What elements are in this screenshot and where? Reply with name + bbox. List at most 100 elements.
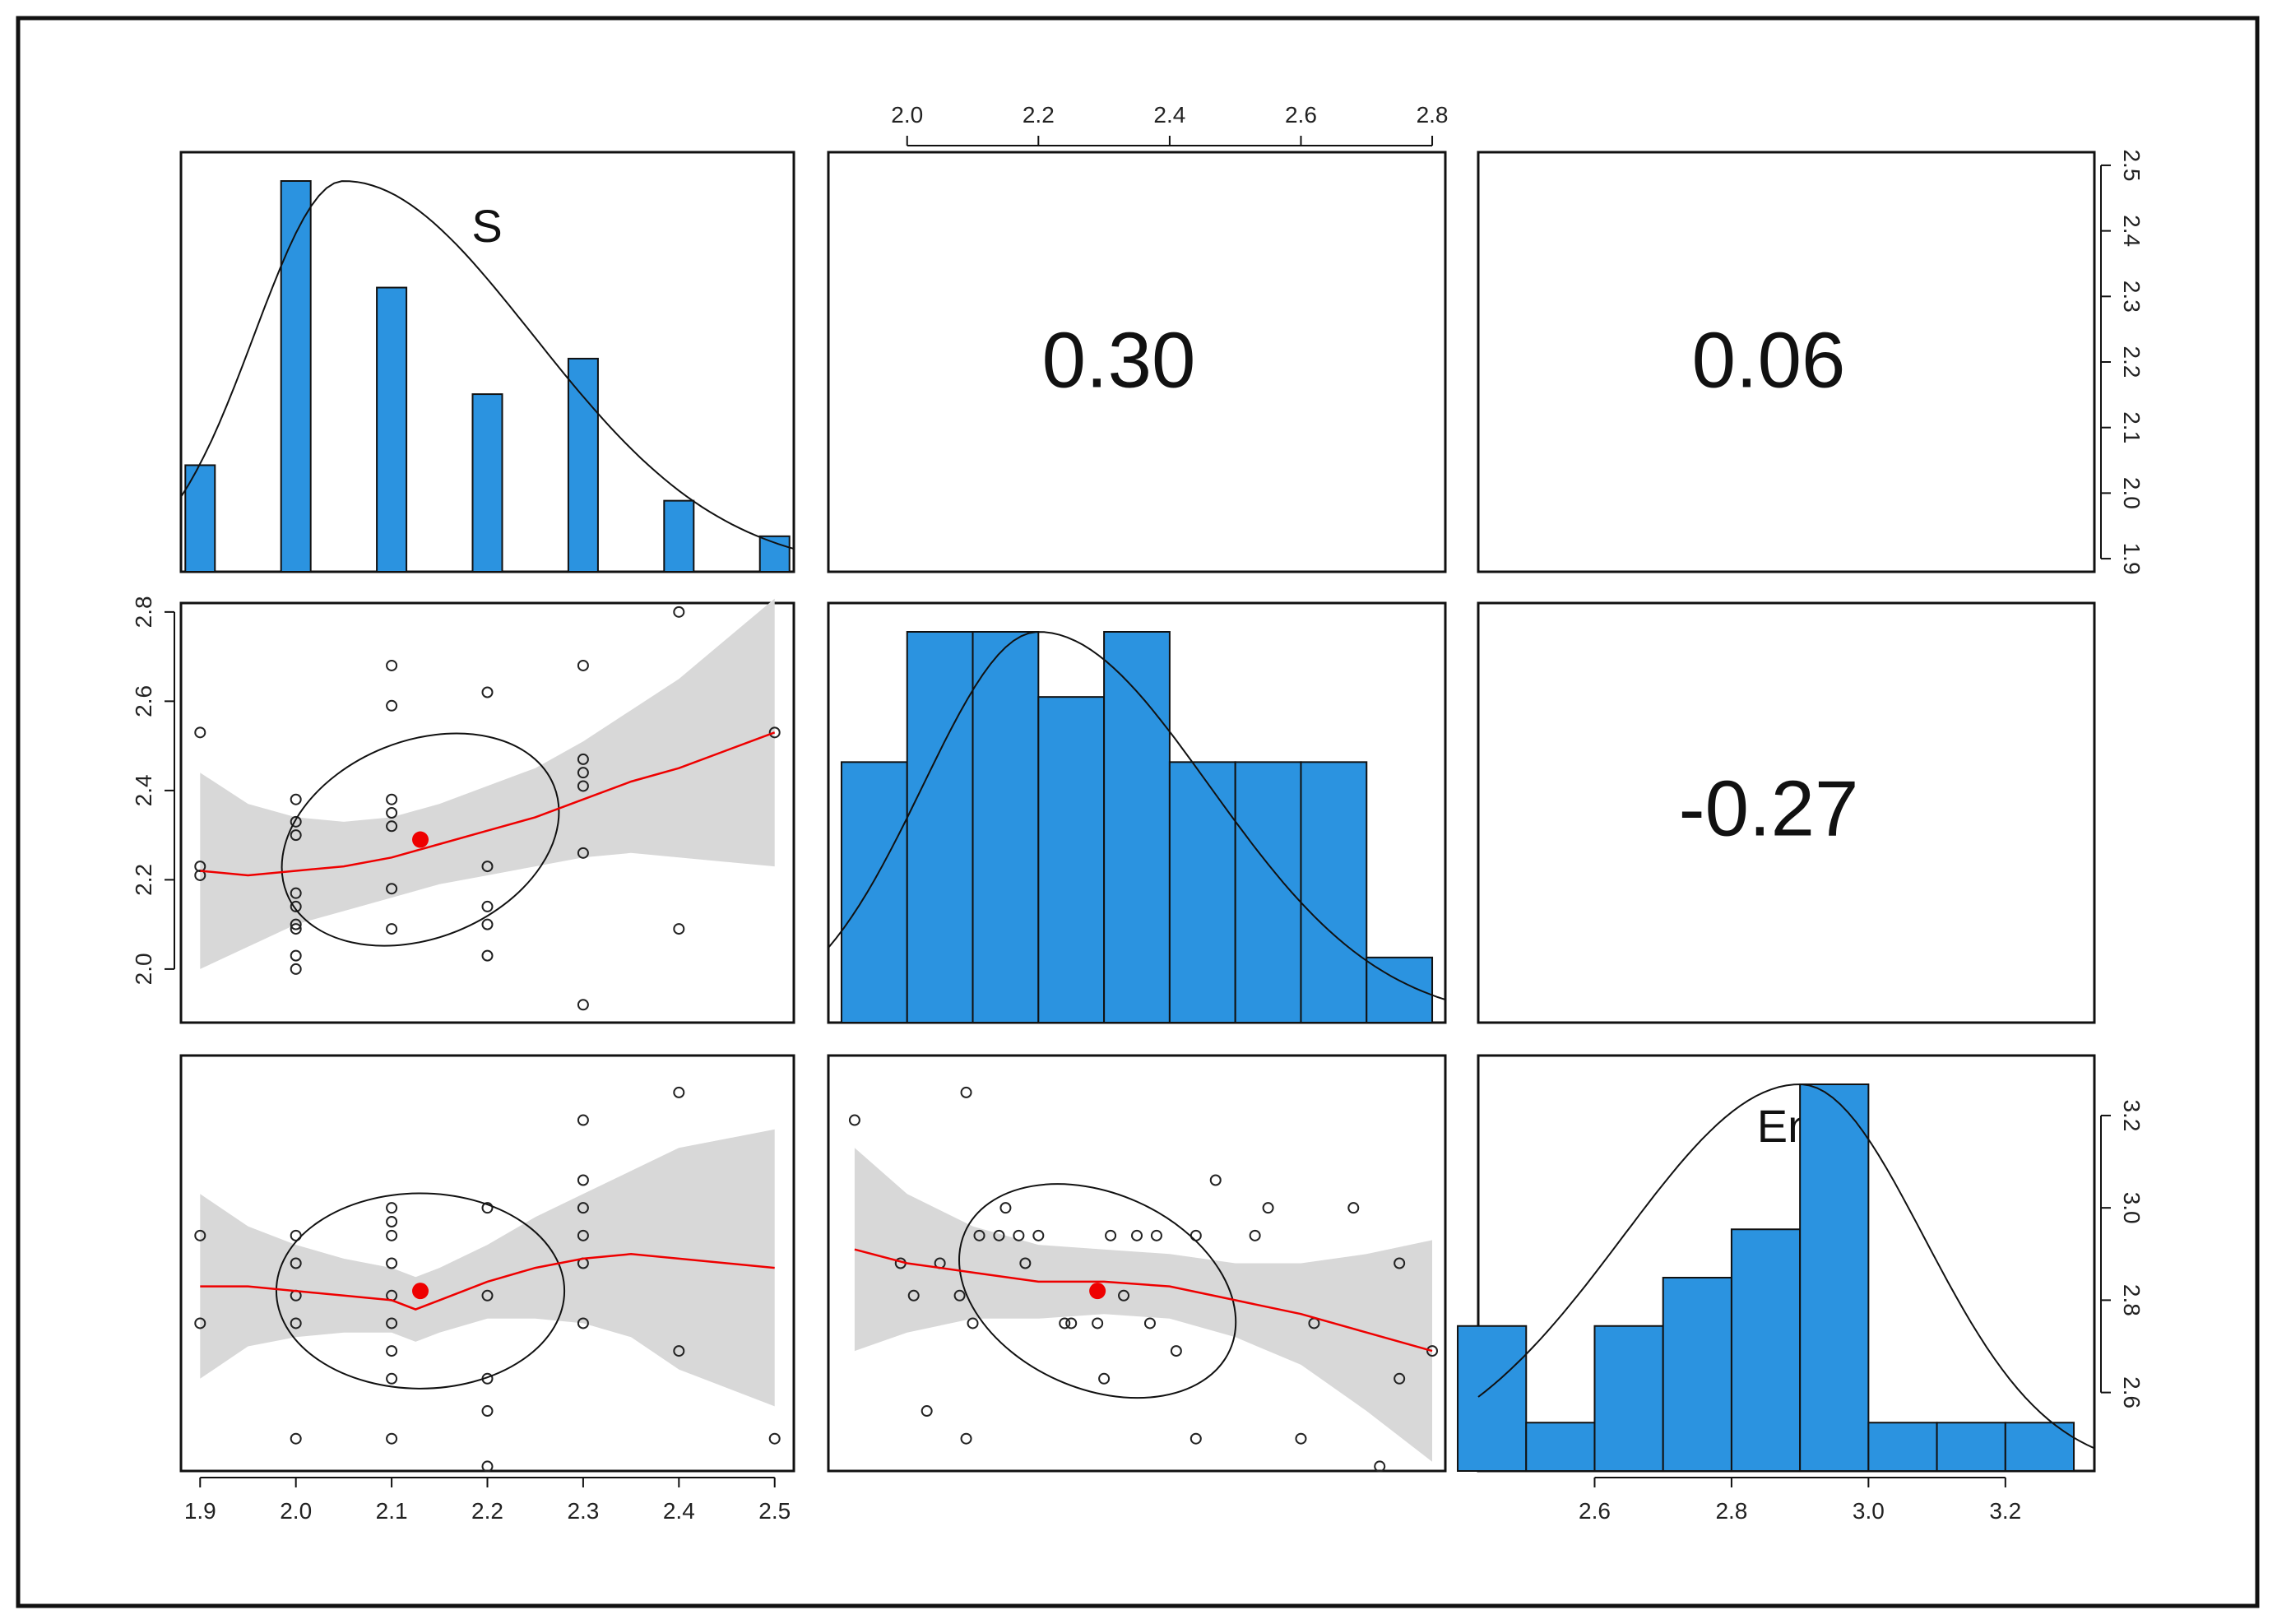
y-tick-label-left-ec: 2.6 xyxy=(131,685,156,717)
scatter-point xyxy=(577,999,589,1011)
x-tick-label-top-ec: 2.2 xyxy=(1023,102,1055,128)
scatter-point xyxy=(921,1405,933,1418)
var-label-s: S xyxy=(471,200,502,252)
panel-1-2 xyxy=(1477,601,2096,1024)
mean-point xyxy=(1089,1283,1106,1300)
scatter-point xyxy=(673,1345,685,1357)
scatter-point xyxy=(973,1229,985,1241)
hist-bar-s xyxy=(280,180,312,573)
y-tick-label-left-ec: 2.2 xyxy=(131,864,156,896)
mean-point xyxy=(412,831,429,848)
scatter-point xyxy=(290,1317,302,1329)
scatter-point xyxy=(386,1432,398,1445)
x-tick-label-s: 2.3 xyxy=(567,1498,599,1524)
hist-bar-s xyxy=(471,393,503,573)
scatter-point xyxy=(386,1202,398,1214)
hist-bar-ec xyxy=(1103,631,1171,1023)
scatter-point xyxy=(1249,1229,1261,1241)
hist-bar-ec xyxy=(1168,761,1236,1023)
density-curve-s xyxy=(180,180,795,550)
scatter-point xyxy=(290,1257,302,1269)
confidence-band xyxy=(854,1148,1432,1462)
hist-bar-ec xyxy=(906,631,974,1023)
scatter-point xyxy=(386,659,398,671)
hist-bar-ec xyxy=(972,631,1040,1023)
x-tick-label-en: 2.6 xyxy=(1579,1498,1611,1524)
scatter-point xyxy=(481,918,494,930)
loess-line xyxy=(200,1253,775,1311)
scatter-point xyxy=(577,659,589,671)
scatter-point xyxy=(768,726,781,739)
scatter-point xyxy=(577,847,589,859)
scatter-point xyxy=(960,1086,972,1098)
scatter-point xyxy=(386,1345,398,1357)
corr-s-en: 0.06 xyxy=(1692,316,1846,404)
confidence-band xyxy=(200,1129,775,1407)
scatter-point xyxy=(1347,1202,1360,1214)
scatter-point xyxy=(1092,1317,1104,1329)
corr-s-ec: 0.30 xyxy=(1042,316,1196,404)
loess-line xyxy=(200,731,776,877)
y-tick-label-right-top: 1.9 xyxy=(2119,543,2145,575)
scatter-point xyxy=(481,1202,494,1214)
mean-point xyxy=(412,1283,429,1300)
x-tick-label-s: 1.9 xyxy=(184,1498,216,1524)
x-tick-label-s: 2.2 xyxy=(471,1498,503,1524)
x-tick-label-en: 3.0 xyxy=(1853,1498,1885,1524)
hist-bar-s xyxy=(663,499,695,573)
x-tick-label-s: 2.5 xyxy=(758,1498,791,1524)
scatter-point xyxy=(1118,1289,1130,1302)
scatter-point xyxy=(1374,1460,1386,1473)
scatter-point xyxy=(1150,1229,1162,1241)
scatter-point xyxy=(386,1372,398,1385)
scatter-point xyxy=(907,1289,920,1302)
scatter-point xyxy=(386,1229,398,1241)
scatter-point xyxy=(386,923,398,935)
hist-bar-en xyxy=(1936,1422,2006,1472)
scatter-point xyxy=(194,726,206,739)
scatter-point xyxy=(577,1229,589,1241)
hist-bar-ec xyxy=(1300,761,1368,1023)
scatter-point xyxy=(481,1405,494,1418)
correlation-ellipse xyxy=(281,732,560,947)
scatter-point xyxy=(1059,1317,1071,1329)
hist-bar-en xyxy=(1730,1228,1802,1472)
scatter-point xyxy=(481,861,494,873)
scatter-point xyxy=(1295,1432,1307,1445)
scatter-point xyxy=(1019,1257,1032,1269)
scatter-point xyxy=(386,807,398,819)
hist-bar-en xyxy=(1457,1325,1528,1472)
scatter-point xyxy=(290,918,302,930)
scatter-point xyxy=(1394,1257,1406,1269)
scatter-point xyxy=(768,1432,781,1445)
scatter-point xyxy=(999,1202,1012,1214)
scatter-point xyxy=(673,923,685,935)
x-tick-label-s: 2.4 xyxy=(663,1498,695,1524)
scatter-point xyxy=(290,923,302,935)
scatter-point xyxy=(386,1317,398,1329)
y-tick-label-right-en: 2.8 xyxy=(2119,1284,2145,1316)
scatter-point xyxy=(290,887,302,899)
scatter-point xyxy=(1209,1174,1222,1186)
hist-bar-s xyxy=(758,535,791,573)
hist-bar-en xyxy=(1525,1422,1596,1472)
scatter-point xyxy=(1426,1345,1439,1357)
scatter-point xyxy=(577,1174,589,1186)
hist-bar-ec xyxy=(840,761,908,1023)
scatter-point xyxy=(577,1317,589,1329)
scatter-point xyxy=(481,1460,494,1473)
hist-bar-ec xyxy=(1037,696,1106,1024)
scatter-point xyxy=(481,1289,494,1302)
scatter-point xyxy=(386,820,398,833)
scatter-point xyxy=(1394,1372,1406,1385)
y-tick-label-right-top: 2.0 xyxy=(2119,477,2145,509)
x-tick-label-s: 2.0 xyxy=(280,1498,312,1524)
x-tick-label-top-ec: 2.6 xyxy=(1285,102,1317,128)
x-tick-label-top-ec: 2.0 xyxy=(891,102,923,128)
outer-frame xyxy=(16,16,2260,1608)
hist-bar-en xyxy=(1867,1422,1938,1472)
y-tick-label-right-top: 2.1 xyxy=(2119,411,2145,443)
scatter-point xyxy=(290,829,302,842)
scatter-point xyxy=(577,780,589,792)
